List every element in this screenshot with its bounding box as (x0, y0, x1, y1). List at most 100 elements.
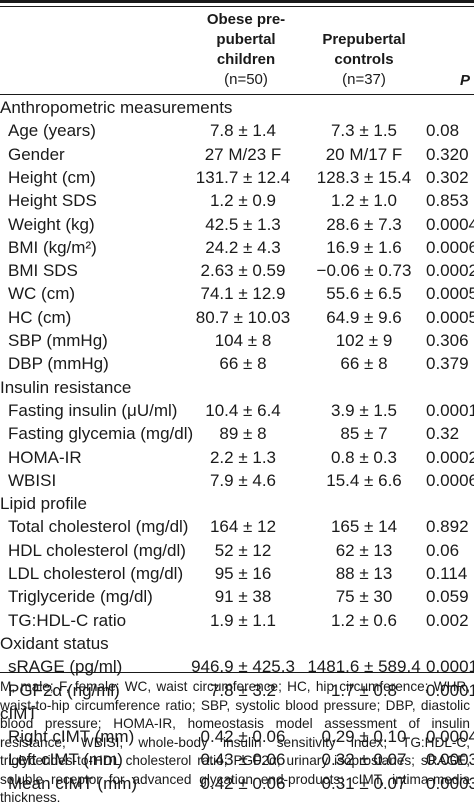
obese-value: 1.9 ± 1.1 (209, 610, 277, 630)
obese-value: 2.63 ± 0.59 (200, 261, 286, 281)
control-value: 28.6 ± 7.3 (326, 214, 402, 234)
obese-value: 7.8 ± 1.4 (209, 121, 277, 141)
table-row: Left cIMT (mm) 0.43 ± 0.06 0.32 ± 0.07 0.00… (0, 748, 474, 771)
control-value: 1.2 ± 0.6 (330, 610, 398, 630)
obese-value: 7.9 ± 4.6 (209, 470, 277, 490)
control-value: 1481.6 ± 589.4 (307, 657, 421, 677)
section-label: Anthropometric measurements (0, 98, 233, 117)
table-row: HC (cm) 80.7 ± 10.03 64.9 ± 9.6 0.0005 (0, 306, 474, 329)
row-label: PGF2α (ng/ml) (8, 680, 120, 700)
p-value: 0.0001 (426, 400, 474, 420)
top-rule-thin (0, 6, 474, 7)
p-value: 0.059 (426, 587, 469, 607)
control-value: 165 ± 14 (330, 517, 398, 537)
row-label: Right cIMT (mm) (8, 727, 135, 747)
row-label: Height SDS (8, 191, 97, 211)
control-value: 7.3 ± 1.5 (330, 121, 398, 141)
obese-value: 52 ± 12 (214, 540, 272, 560)
col1-title: Obese pre-pubertal children (206, 11, 286, 68)
control-value: 0.8 ± 0.3 (330, 447, 398, 467)
row-label: sRAGE (pg/ml) (8, 657, 123, 677)
table-row: Triglyceride (mg/dl) 91 ± 38 75 ± 30 0.059 (0, 585, 474, 608)
table-row: WBISI 7.9 ± 4.6 15.4 ± 6.6 0.0006 (0, 469, 474, 492)
control-value: 75 ± 30 (335, 587, 393, 607)
control-value: −0.06 ± 0.73 (316, 261, 412, 281)
obese-value: 0.42 ± 0.06 (200, 773, 286, 793)
p-value: 0.0006 (426, 237, 474, 257)
obese-value: 89 ± 8 (219, 424, 267, 444)
obese-value: 91 ± 38 (214, 587, 272, 607)
table-row: Age (years) 7.8 ± 1.4 7.3 ± 1.5 0.08 (0, 119, 474, 142)
table-row: LDL cholesterol (mg/dl) 95 ± 16 88 ± 13 0.1… (0, 562, 474, 585)
row-label: Fasting insulin (μU/ml) (8, 400, 178, 420)
p-value: 0.320 (426, 144, 469, 164)
p-value: 0.0006 (426, 470, 474, 490)
row-label: TG:HDL-C ratio (8, 610, 127, 630)
table-row: sRAGE (pg/ml) 946.9 ± 425.3 1481.6 ± 589.4… (0, 655, 474, 678)
p-value: 0.302 (426, 167, 469, 187)
obese-value: 164 ± 12 (209, 517, 277, 537)
table-row: Weight (kg) 42.5 ± 1.3 28.6 ± 7.3 0.0004 (0, 213, 474, 236)
row-label: Total cholesterol (mg/dl) (8, 517, 189, 537)
p-value: 0.08 (426, 121, 460, 141)
control-value: 62 ± 13 (335, 540, 393, 560)
section-label: Lipid profile (0, 494, 87, 514)
row-label: Weight (kg) (8, 214, 95, 234)
control-value: 20 M/17 F (325, 144, 403, 164)
control-value: 3.9 ± 1.5 (330, 400, 398, 420)
row-label: WC (cm) (8, 284, 76, 304)
table-row: WC (cm) 74.1 ± 12.9 55.6 ± 6.5 0.0005 (0, 282, 474, 305)
control-value: 15.4 ± 6.6 (326, 470, 402, 490)
row-label: LDL cholesterol (mg/dl) (8, 564, 184, 583)
row-label: Mean cIMT (mm) (8, 773, 138, 793)
table-row: HDL cholesterol (mg/dl) 52 ± 12 62 ± 13 0.0… (0, 539, 474, 562)
table-row: Right cIMT (mm) 0.42 ± 0.06 0.29 ± 0.10 0.0… (0, 725, 474, 748)
row-label: Age (years) (8, 121, 96, 141)
table-row: PGF2α (ng/ml) 7.8 ± 3.2 1.7 ± 0.8 0.0001 (0, 679, 474, 702)
table-row: Gender 27 M/23 F 20 M/17 F 0.320 (0, 143, 474, 166)
p-header: P (459, 72, 470, 89)
bottom-rule (0, 672, 474, 673)
obese-value: 24.2 ± 4.3 (205, 237, 281, 257)
p-value: 0.379 (426, 354, 469, 374)
section-label: Oxidant status (0, 633, 109, 653)
section-header-row: Oxidant status (0, 632, 474, 655)
control-value: 102 ± 9 (335, 331, 393, 350)
row-label: DBP (mmHg) (8, 354, 109, 374)
p-value: 0.32 (426, 424, 460, 444)
control-value: 16.9 ± 1.6 (326, 237, 402, 257)
table-row: TG:HDL-C ratio 1.9 ± 1.1 1.2 ± 0.6 0.002 (0, 609, 474, 632)
row-label: SBP (mmHg) (8, 331, 108, 350)
p-value: 0.0002 (426, 447, 474, 467)
control-value: 128.3 ± 15.4 (316, 167, 412, 187)
p-value: 0.0004 (426, 214, 474, 234)
row-label: HDL cholesterol (mg/dl) (8, 540, 186, 560)
obese-value: 27 M/23 F (204, 144, 282, 164)
section-header-row: cIMT (0, 702, 474, 725)
p-value: 0.002 (426, 610, 469, 630)
obese-value: 0.42 ± 0.06 (200, 727, 286, 747)
col2-n: (n=37) (342, 71, 386, 88)
section-header-row: Anthropometric measurements (0, 96, 474, 119)
control-value: 0.29 ± 0.10 (321, 727, 407, 747)
footnote: M, male; F, female; WC, waist circumfere… (0, 679, 470, 805)
p-value: 0.06 (426, 540, 460, 560)
table-row: SBP (mmHg) 104 ± 8 102 ± 9 0.306 (0, 329, 474, 352)
table-row: Mean cIMT (mm) 0.42 ± 0.06 0.31 ± 0.07 0.00… (0, 772, 474, 795)
row-label: Triglyceride (mg/dl) (8, 587, 153, 607)
p-value: 0.0004 (426, 727, 474, 747)
table-row: Height (cm) 131.7 ± 12.4 128.3 ± 15.4 0.302 (0, 166, 474, 189)
obese-value: 946.9 ± 425.3 (191, 657, 295, 677)
row-label: HC (cm) (8, 307, 72, 327)
row-label: Gender (8, 144, 65, 164)
table-row: Total cholesterol (mg/dl) 164 ± 12 165 ± 1… (0, 515, 474, 538)
control-value: 64.9 ± 9.6 (326, 307, 402, 327)
table-row: Fasting glycemia (mg/dl) 89 ± 8 85 ± 7 0.32 (0, 422, 474, 445)
table-row: HOMA-IR 2.2 ± 1.3 0.8 ± 0.3 0.0002 (0, 446, 474, 469)
obese-value: 7.8 ± 3.2 (209, 680, 277, 700)
obese-value: 2.2 ± 1.3 (209, 447, 277, 467)
control-value: 66 ± 8 (340, 354, 388, 374)
row-label: WBISI (8, 470, 57, 490)
p-value: 0.0005 (426, 284, 474, 304)
p-value: 0.853 (426, 191, 469, 211)
